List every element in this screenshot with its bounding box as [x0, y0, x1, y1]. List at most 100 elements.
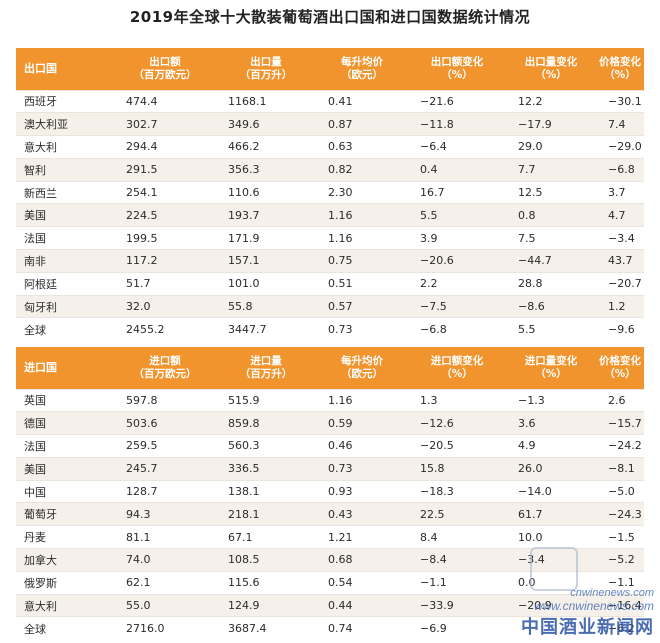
value-cell: 55.0	[114, 593, 216, 617]
country-cell: 西班牙	[16, 89, 114, 113]
value-cell: −1.1	[408, 570, 506, 595]
value-cell: 7.5	[506, 226, 596, 250]
export-header-unit: （欧元）	[341, 68, 383, 81]
value-cell: 32.0	[114, 294, 216, 318]
value-cell: −20.7	[596, 271, 644, 296]
value-cell: 3.9	[408, 226, 506, 250]
export-header-label: 出口量	[250, 55, 282, 68]
value-cell: 51.7	[114, 271, 216, 296]
value-cell: 55.8	[216, 294, 316, 318]
import-header-cell: 价格变化 （%）	[596, 347, 644, 389]
import-header-cell: 进口国	[16, 347, 114, 389]
import-header-label: 每升均价	[341, 354, 383, 367]
import-header-cell: 每升均价 （欧元）	[316, 347, 408, 389]
table-row: 全球 2716.0 3687.4 0.74 −6.9 −6.2	[16, 616, 644, 640]
import-header-unit: （%）	[441, 367, 473, 380]
value-cell: −8.1	[596, 456, 644, 481]
export-table-header: 出口国 出口额 （百万欧元） 出口量 （百万升） 每升均价 （欧元） 出口额变化 （%） 出口量变…	[16, 48, 644, 90]
value-cell: −29.0	[596, 135, 644, 159]
watermark: cnwinenews.com www.cnwinenews.com 中国酒业新闻…	[521, 587, 654, 639]
value-cell: 0.59	[316, 411, 408, 435]
value-cell: 294.4	[114, 135, 216, 159]
export-header-unit: （%）	[604, 68, 636, 81]
value-cell: −1.5	[596, 525, 644, 549]
import-header-unit: （百万欧元）	[133, 367, 197, 380]
country-cell: 中国	[16, 479, 114, 503]
value-cell: 29.0	[506, 135, 596, 159]
value-cell: 0.8	[506, 203, 596, 227]
table-row: 加拿大 74.0 108.5 0.68 −8.4 −3.4 −5.2	[16, 548, 644, 572]
import-header-label: 进口额	[149, 354, 181, 367]
value-cell: 0.82	[316, 157, 408, 182]
value-cell: 61.7	[506, 502, 596, 526]
value-cell: −5.0	[596, 479, 644, 503]
country-cell: 意大利	[16, 135, 114, 159]
value-cell: −1.1	[596, 570, 644, 595]
table-row: 美国 224.5 193.7 1.16 5.5 0.8 4.7	[16, 203, 644, 227]
value-cell: 74.0	[114, 548, 216, 572]
value-cell: 171.9	[216, 226, 316, 250]
value-cell: 2455.2	[114, 317, 216, 341]
value-cell: 0.73	[316, 317, 408, 341]
country-cell: 全球	[16, 616, 114, 640]
value-cell: −24.3	[596, 502, 644, 526]
value-cell: 101.0	[216, 271, 316, 296]
table-row: 意大利 294.4 466.2 0.63 −6.4 29.0 −29.0	[16, 135, 644, 159]
value-cell: 28.8	[506, 271, 596, 296]
watermark-site: cnwinenews.com	[570, 587, 654, 599]
watermark-logo-icon	[530, 547, 578, 591]
value-cell: −6.8	[408, 317, 506, 341]
value-cell: 302.7	[114, 112, 216, 136]
value-cell: 110.6	[216, 180, 316, 204]
value-cell: 138.1	[216, 479, 316, 503]
table-row: 法国 259.5 560.3 0.46 −20.5 4.9 −24.2	[16, 434, 644, 458]
export-header-label: 出口额	[149, 55, 181, 68]
watermark-site-www: www.cnwinenews.com	[533, 599, 654, 613]
value-cell: 2.2	[408, 271, 506, 296]
value-cell: 12.5	[506, 180, 596, 204]
import-header-unit: （欧元）	[341, 367, 383, 380]
value-cell: −8.4	[408, 548, 506, 572]
value-cell: 291.5	[114, 157, 216, 182]
import-header-cell: 进口额 （百万欧元）	[114, 347, 216, 389]
value-cell: 515.9	[216, 388, 316, 412]
value-cell: 22.5	[408, 502, 506, 526]
value-cell: 67.1	[216, 525, 316, 549]
country-cell: 法国	[16, 226, 114, 250]
export-table: 出口国 出口额 （百万欧元） 出口量 （百万升） 每升均价 （欧元） 出口额变化 （%） 出口量变…	[16, 48, 644, 341]
import-header-label: 进口量变化	[524, 354, 578, 367]
value-cell: 8.4	[408, 525, 506, 549]
export-header-unit: （%）	[535, 68, 567, 81]
country-cell: 智利	[16, 157, 114, 182]
table-row: 德国 503.6 859.8 0.59 −12.6 3.6 −15.7	[16, 411, 644, 435]
value-cell: −21.6	[408, 89, 506, 113]
value-cell: 254.1	[114, 180, 216, 204]
import-header-label: 进口量	[250, 354, 282, 367]
table-row: 葡萄牙 94.3 218.1 0.43 22.5 61.7 −24.3	[16, 502, 644, 526]
value-cell: 336.5	[216, 456, 316, 481]
export-header-unit: （百万欧元）	[133, 68, 197, 81]
value-cell: 2.30	[316, 180, 408, 204]
export-header-cell: 每升均价 （欧元）	[316, 48, 408, 90]
value-cell: 3687.4	[216, 616, 316, 640]
country-cell: 阿根廷	[16, 271, 114, 296]
value-cell: 5.5	[408, 203, 506, 227]
export-header-unit: （%）	[441, 68, 473, 81]
country-cell: 法国	[16, 434, 114, 458]
table-row: 西班牙 474.4 1168.1 0.41 −21.6 12.2 −30.1	[16, 89, 644, 113]
value-cell: 3.7	[596, 180, 644, 204]
table-row: 法国 199.5 171.9 1.16 3.9 7.5 −3.4	[16, 226, 644, 250]
value-cell: −20.6	[408, 249, 506, 273]
value-cell: 0.73	[316, 456, 408, 481]
value-cell: 16.7	[408, 180, 506, 204]
export-header-cell: 出口额变化 （%）	[408, 48, 506, 90]
value-cell: 199.5	[114, 226, 216, 250]
value-cell: 62.1	[114, 570, 216, 595]
value-cell: 108.5	[216, 548, 316, 572]
value-cell: 1.2	[596, 294, 644, 318]
export-header-label: 出口国	[24, 62, 57, 76]
country-cell: 新西兰	[16, 180, 114, 204]
country-cell: 俄罗斯	[16, 570, 114, 595]
value-cell: 224.5	[114, 203, 216, 227]
value-cell: 0.74	[316, 616, 408, 640]
